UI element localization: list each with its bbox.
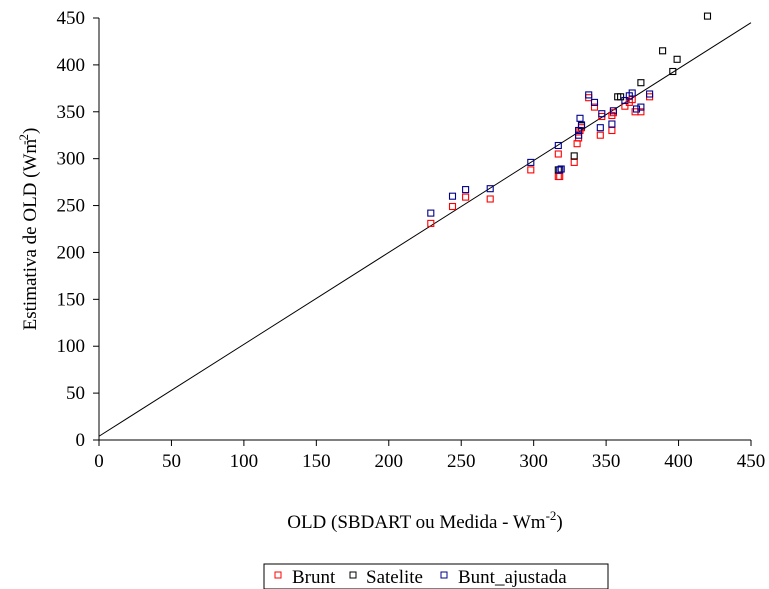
x-axis-title-end: )	[556, 512, 562, 533]
series-bunt-ajustada	[427, 89, 654, 217]
y-axis-title-sup: -2	[16, 134, 31, 145]
data-point	[427, 219, 435, 227]
y-tick-label: 200	[57, 242, 86, 263]
y-axis-title-end: )	[20, 128, 41, 134]
x-tick-label: 150	[302, 451, 331, 472]
legend-marker-satelite	[349, 571, 357, 579]
y-tick-label: 100	[57, 336, 86, 357]
x-axis-title: OLD (SBDART ou Medida - Wm-2)	[287, 508, 563, 533]
y-tick-label: 250	[57, 196, 86, 217]
y-tick-label: 400	[57, 55, 86, 76]
x-tick-label: 0	[94, 451, 104, 472]
data-point	[576, 114, 584, 122]
x-tick-label: 200	[375, 451, 404, 472]
data-point	[608, 120, 616, 128]
data-point	[573, 140, 581, 148]
data-point	[590, 103, 599, 111]
x-tick-label: 450	[737, 451, 766, 472]
data-point	[557, 165, 565, 173]
data-point	[554, 141, 562, 150]
data-point	[637, 79, 645, 87]
data-point	[556, 172, 564, 181]
data-point	[637, 103, 645, 111]
x-axis-title-main: OLD (SBDART ou Medida - Wm	[287, 512, 546, 533]
data-point	[621, 96, 629, 105]
y-axis-title: Estimativa de OLD (Wm-2)	[16, 128, 41, 331]
data-point	[527, 158, 535, 166]
x-tick-label: 300	[519, 451, 548, 472]
series-satelite	[554, 12, 712, 174]
legend-label-brunt: Brunt	[292, 567, 336, 588]
data-point	[527, 166, 535, 174]
data-point	[462, 186, 470, 194]
data-point	[590, 98, 599, 106]
data-points	[427, 12, 712, 227]
data-point	[659, 47, 667, 55]
x-axis: 0 50 100 150 200 250 300 350 400 450	[94, 439, 766, 472]
data-point	[585, 91, 593, 99]
reference-line-path	[98, 22, 752, 437]
data-point	[646, 90, 654, 98]
reference-line	[98, 22, 752, 437]
legend-label-bunt-ajustada: Bunt_ajustada	[458, 567, 567, 588]
data-point	[628, 89, 636, 97]
x-tick-label: 400	[664, 451, 693, 472]
legend-marker-brunt	[274, 571, 282, 579]
y-tick-label: 0	[76, 430, 86, 451]
x-tick-label: 250	[447, 451, 476, 472]
y-tick-label: 450	[57, 8, 86, 29]
data-point	[596, 131, 604, 139]
x-tick-label: 350	[592, 451, 621, 472]
data-point	[669, 67, 677, 76]
y-axis-title-main: Estimativa de OLD (Wm	[20, 139, 41, 331]
data-point	[673, 55, 681, 63]
data-point	[556, 166, 564, 174]
data-point	[486, 195, 494, 203]
data-point	[575, 131, 583, 139]
x-axis-title-sup: -2	[546, 508, 557, 523]
data-point	[598, 110, 606, 118]
y-tick-label: 150	[57, 289, 86, 310]
legend-label-satelite: Satelite	[366, 567, 423, 588]
data-point	[448, 192, 457, 200]
legend-box	[263, 563, 609, 589]
data-point	[486, 185, 494, 193]
data-point	[703, 12, 712, 20]
data-point	[554, 150, 562, 158]
data-point	[570, 158, 578, 166]
data-point	[577, 121, 586, 129]
data-point	[462, 193, 470, 201]
data-point	[609, 107, 617, 115]
legend-marker-bunt-ajustada	[440, 571, 448, 579]
data-point	[596, 124, 604, 132]
data-point	[617, 93, 625, 101]
y-tick-label: 300	[57, 149, 86, 170]
x-tick-label: 100	[230, 451, 259, 472]
x-tick-label: 50	[162, 451, 181, 472]
legend: Brunt Satelite Bunt_ajustada	[263, 563, 609, 589]
data-point	[632, 105, 641, 113]
y-tick-label: 350	[57, 102, 86, 123]
data-point	[570, 152, 578, 160]
y-axis: 0 50 100 150 200 250 300 350 400 450	[57, 8, 100, 451]
data-point	[448, 202, 457, 211]
data-point	[608, 126, 616, 135]
data-point	[427, 209, 435, 217]
y-tick-label: 50	[66, 383, 85, 404]
